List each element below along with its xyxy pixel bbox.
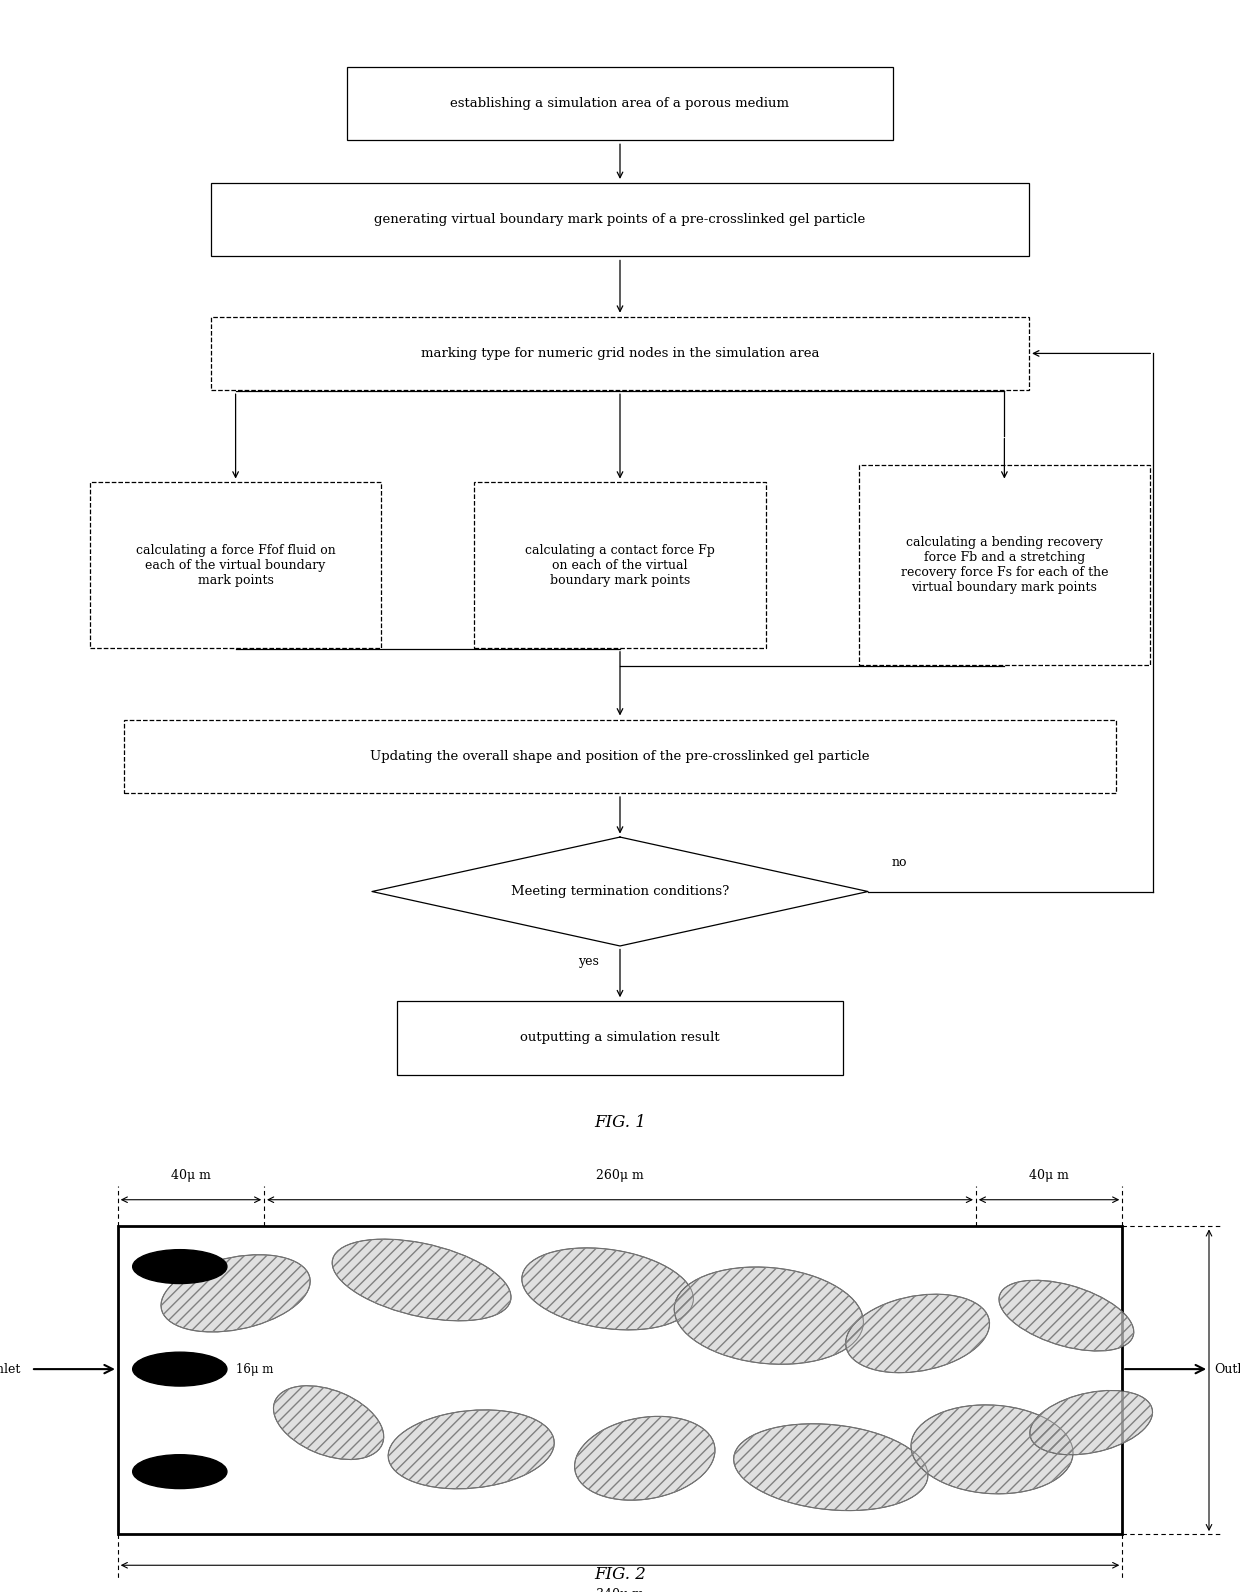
Text: calculating a bending recovery
force Fb and a stretching
recovery force Fs for e: calculating a bending recovery force Fb … xyxy=(900,537,1109,594)
Text: 40μ m: 40μ m xyxy=(171,1169,211,1181)
FancyBboxPatch shape xyxy=(124,720,1116,793)
Ellipse shape xyxy=(574,1417,715,1500)
Bar xyxy=(118,1226,1122,1535)
FancyBboxPatch shape xyxy=(211,183,1029,256)
Text: no: no xyxy=(892,856,906,869)
FancyBboxPatch shape xyxy=(347,67,893,140)
Ellipse shape xyxy=(734,1423,928,1511)
Text: 40μ m: 40μ m xyxy=(1029,1169,1069,1181)
Circle shape xyxy=(133,1352,227,1387)
Text: Outlet: Outlet xyxy=(1214,1363,1240,1375)
Text: Meeting termination conditions?: Meeting termination conditions? xyxy=(511,885,729,898)
Text: marking type for numeric grid nodes in the simulation area: marking type for numeric grid nodes in t… xyxy=(420,347,820,360)
Text: generating virtual boundary mark points of a pre-crosslinked gel particle: generating virtual boundary mark points … xyxy=(374,213,866,226)
Text: Updating the overall shape and position of the pre-crosslinked gel particle: Updating the overall shape and position … xyxy=(371,750,869,763)
Text: calculating a contact force Fp
on each of the virtual
boundary mark points: calculating a contact force Fp on each o… xyxy=(525,543,715,587)
Circle shape xyxy=(133,1455,227,1489)
Text: 260μ m: 260μ m xyxy=(596,1169,644,1181)
FancyBboxPatch shape xyxy=(211,317,1029,390)
FancyBboxPatch shape xyxy=(859,465,1151,665)
Ellipse shape xyxy=(161,1254,310,1333)
Ellipse shape xyxy=(522,1248,693,1329)
Text: FIG. 2: FIG. 2 xyxy=(594,1565,646,1582)
Text: outputting a simulation result: outputting a simulation result xyxy=(521,1032,719,1044)
Ellipse shape xyxy=(274,1385,383,1460)
Ellipse shape xyxy=(911,1404,1073,1493)
Ellipse shape xyxy=(1030,1390,1152,1455)
Text: yes: yes xyxy=(579,955,599,968)
Ellipse shape xyxy=(388,1411,554,1489)
Text: 16μ m: 16μ m xyxy=(236,1363,273,1375)
Text: Inlet: Inlet xyxy=(0,1363,21,1375)
Ellipse shape xyxy=(999,1280,1133,1352)
Circle shape xyxy=(133,1250,227,1283)
Text: establishing a simulation area of a porous medium: establishing a simulation area of a poro… xyxy=(450,97,790,110)
FancyBboxPatch shape xyxy=(397,1001,843,1075)
Ellipse shape xyxy=(846,1294,990,1372)
FancyBboxPatch shape xyxy=(91,482,382,648)
Text: FIG. 1: FIG. 1 xyxy=(594,1114,646,1130)
Text: 340μ m: 340μ m xyxy=(596,1587,644,1592)
FancyBboxPatch shape xyxy=(474,482,765,648)
Text: calculating a force Ffof fluid on
each of the virtual boundary
mark points: calculating a force Ffof fluid on each o… xyxy=(135,543,336,587)
Ellipse shape xyxy=(675,1267,863,1364)
Ellipse shape xyxy=(332,1239,511,1321)
